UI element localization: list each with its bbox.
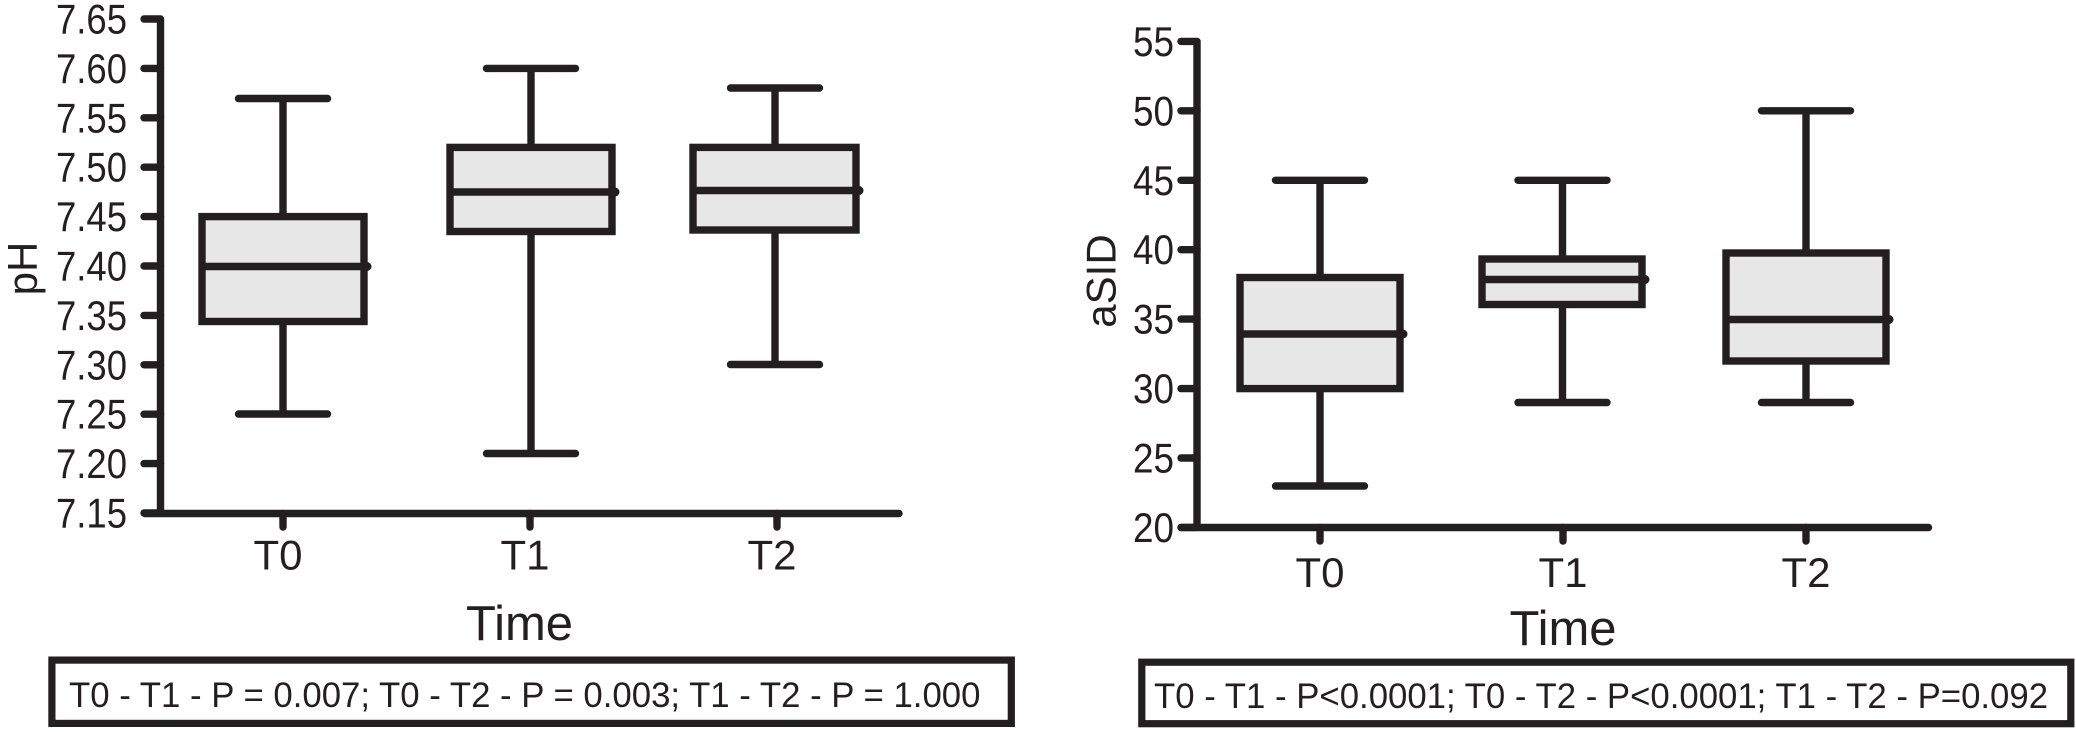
- svg-text:55: 55: [1133, 18, 1174, 65]
- svg-text:7.20: 7.20: [56, 440, 127, 487]
- svg-text:7.15: 7.15: [56, 490, 127, 537]
- svg-text:7.65: 7.65: [56, 0, 127, 43]
- svg-text:7.30: 7.30: [56, 341, 127, 388]
- svg-text:Time: Time: [466, 597, 573, 651]
- svg-text:7.55: 7.55: [56, 94, 127, 141]
- svg-text:50: 50: [1133, 87, 1174, 134]
- svg-text:7.40: 7.40: [56, 243, 127, 290]
- svg-text:7.45: 7.45: [56, 193, 127, 240]
- svg-text:7.50: 7.50: [56, 144, 127, 191]
- svg-text:7.25: 7.25: [56, 391, 127, 438]
- svg-text:T0: T0: [1295, 549, 1344, 596]
- svg-text:20: 20: [1133, 504, 1174, 551]
- svg-text:T1: T1: [500, 532, 549, 579]
- svg-text:25: 25: [1133, 435, 1174, 482]
- svg-text:7.35: 7.35: [56, 292, 127, 339]
- svg-text:T1: T1: [1538, 549, 1587, 596]
- svg-text:Time: Time: [1509, 602, 1616, 656]
- svg-text:35: 35: [1133, 296, 1174, 343]
- svg-text:T0: T0: [253, 532, 302, 579]
- svg-text:pH: pH: [0, 242, 46, 296]
- svg-text:T2: T2: [1781, 549, 1830, 596]
- svg-text:aSID: aSID: [1078, 234, 1125, 327]
- svg-text:40: 40: [1133, 226, 1174, 273]
- svg-text:T0 - T1 - P = 0.007; T0 - T2 -: T0 - T1 - P = 0.007; T0 - T2 - P = 0.003…: [69, 677, 980, 715]
- svg-text:T0 - T1 - P<0.0001; T0 - T2 -: T0 - T1 - P<0.0001; T0 - T2 - P<0.0001; …: [1154, 678, 2048, 716]
- svg-text:7.60: 7.60: [56, 45, 127, 92]
- svg-text:T2: T2: [747, 532, 796, 579]
- svg-text:45: 45: [1133, 157, 1174, 204]
- svg-text:30: 30: [1133, 365, 1174, 412]
